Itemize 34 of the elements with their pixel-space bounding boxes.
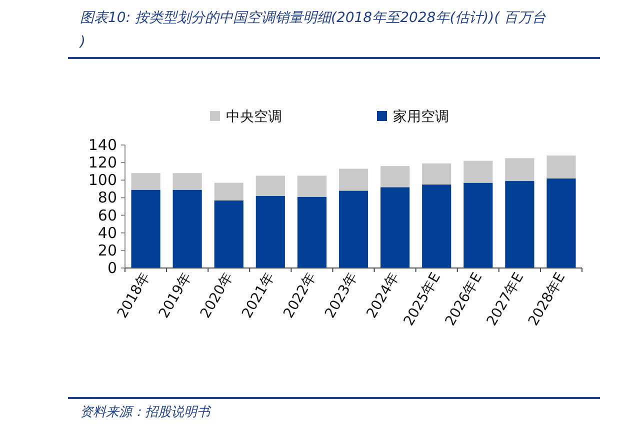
bar bbox=[505, 181, 534, 268]
bar bbox=[297, 176, 326, 197]
y-tick-label: 140 bbox=[88, 136, 117, 154]
bar bbox=[422, 163, 452, 185]
bar bbox=[172, 190, 202, 268]
bar bbox=[546, 156, 576, 178]
bar bbox=[214, 182, 244, 200]
y-tick-label: 80 bbox=[98, 188, 117, 207]
bar bbox=[131, 173, 160, 190]
bar bbox=[297, 196, 326, 268]
bar bbox=[380, 166, 410, 188]
bar bbox=[338, 190, 368, 268]
y-tick-label: 120 bbox=[88, 154, 117, 172]
bar bbox=[464, 182, 493, 268]
legend-label: 中央空调 bbox=[226, 109, 282, 125]
bar bbox=[131, 190, 160, 268]
bar bbox=[505, 158, 534, 182]
y-tick-label: 0 bbox=[107, 259, 117, 277]
y-tick-label: 20 bbox=[98, 241, 117, 260]
bar bbox=[256, 196, 285, 268]
y-tick-label: 40 bbox=[98, 224, 117, 242]
bar bbox=[256, 176, 285, 196]
bar bbox=[214, 200, 244, 268]
bar bbox=[172, 173, 202, 190]
text: 资料来源：招股说明书 bbox=[80, 405, 212, 420]
bar bbox=[380, 187, 410, 268]
y-tick-label: 100 bbox=[88, 171, 117, 190]
bar bbox=[546, 178, 576, 268]
bar bbox=[338, 168, 368, 191]
legend-label: 家用空调 bbox=[393, 109, 449, 125]
bar bbox=[422, 184, 452, 268]
bar bbox=[464, 160, 493, 183]
y-tick-label: 60 bbox=[98, 206, 117, 224]
chart-title: 图表10: 按类型划分的中国空调销量明细(2018年至2028年(估计))( 百万台 ) bbox=[79, 10, 546, 50]
